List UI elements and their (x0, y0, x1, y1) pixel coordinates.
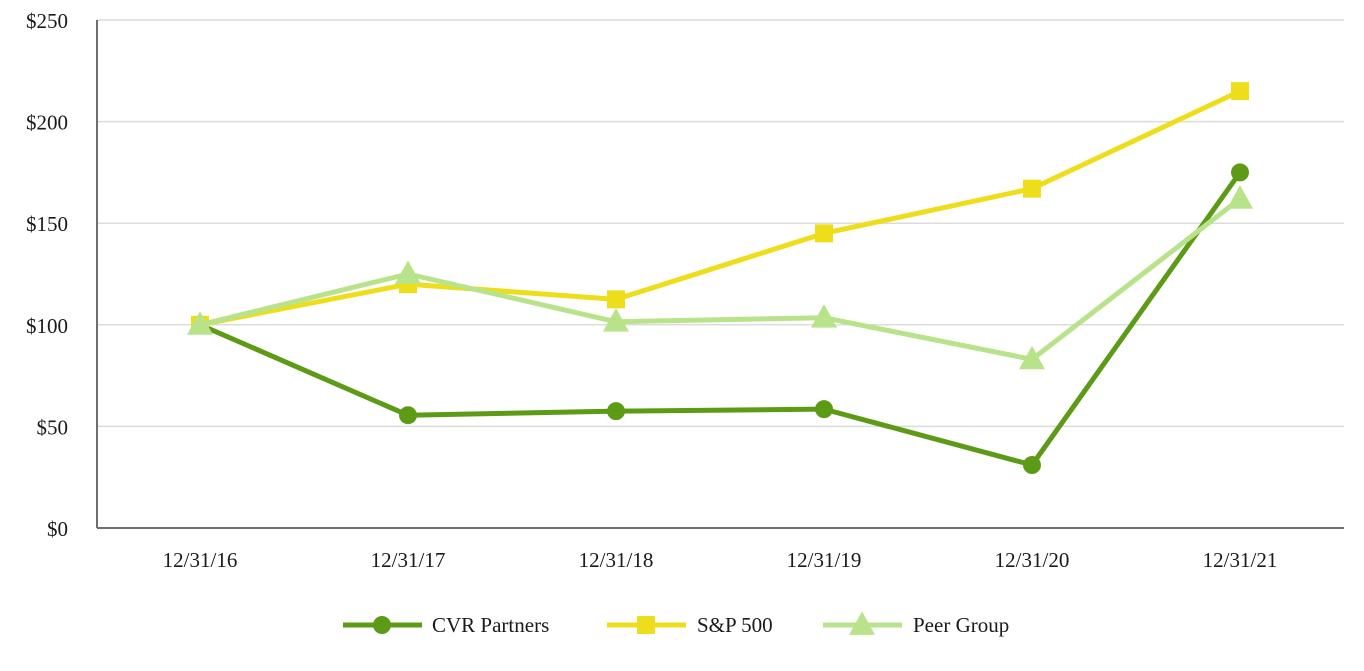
data-point (815, 224, 833, 243)
data-point (187, 311, 213, 335)
y-axis-ticks: $0 $50 $100 $150 $200 $250 (26, 9, 68, 541)
series (187, 82, 1253, 475)
legend-marker (373, 616, 391, 634)
y-tick-label: $250 (26, 9, 68, 33)
legend-label: S&P 500 (697, 613, 773, 637)
data-point (1019, 345, 1045, 370)
y-tick-label: $100 (26, 314, 68, 338)
data-point (395, 260, 421, 284)
data-point (1023, 456, 1041, 475)
series-line (197, 169, 1243, 468)
y-tick-label: $0 (47, 517, 68, 541)
y-tick-label: $200 (26, 111, 68, 135)
data-point (1023, 179, 1041, 198)
x-tick-label: 12/31/18 (579, 548, 654, 572)
x-tick-label: 12/31/16 (163, 548, 238, 572)
legend-item: CVR Partners (343, 613, 549, 637)
data-point (1227, 185, 1253, 209)
series-3 (187, 185, 1253, 370)
data-point (1231, 163, 1249, 182)
data-point (607, 290, 625, 309)
legend-marker (637, 616, 655, 634)
axes (96, 20, 1344, 529)
x-tick-label: 12/31/19 (787, 548, 862, 572)
series-line (197, 88, 1243, 328)
x-tick-label: 12/31/17 (371, 548, 446, 572)
legend-item: Peer Group (823, 611, 1009, 637)
series-2 (191, 82, 1249, 334)
y-tick-label: $50 (37, 415, 69, 439)
x-axis-ticks: 12/31/16 12/31/17 12/31/18 12/31/19 12/31/20… (163, 548, 1278, 572)
data-point (399, 406, 417, 425)
data-point (603, 308, 629, 332)
data-point (815, 400, 833, 419)
data-point (607, 402, 625, 421)
data-point (1231, 82, 1249, 101)
legend-marker (849, 611, 875, 635)
series-line (197, 196, 1243, 362)
series-1 (191, 163, 1249, 475)
legend: CVR Partners S&P 500 Peer Group (343, 611, 1009, 637)
data-point (811, 304, 837, 328)
legend-item: S&P 500 (607, 613, 773, 637)
x-tick-label: 12/31/21 (1203, 548, 1278, 572)
x-tick-label: 12/31/20 (995, 548, 1070, 572)
legend-label: CVR Partners (432, 613, 549, 637)
legend-label: Peer Group (913, 613, 1009, 637)
gridlines (97, 19, 1344, 428)
y-tick-label: $150 (26, 212, 68, 236)
